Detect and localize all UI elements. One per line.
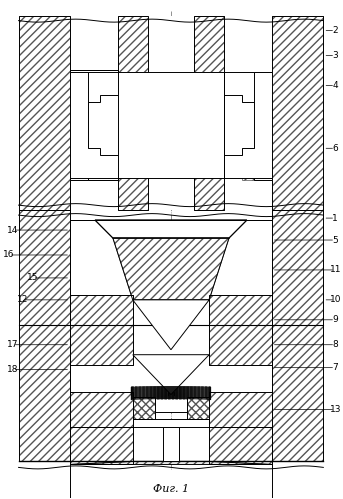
Bar xyxy=(242,148,254,180)
Bar xyxy=(118,72,224,178)
Polygon shape xyxy=(113,238,229,300)
Polygon shape xyxy=(95,220,247,238)
Text: 17: 17 xyxy=(7,340,19,349)
Bar xyxy=(242,72,254,102)
Bar xyxy=(88,72,100,102)
Bar xyxy=(70,72,88,180)
Bar xyxy=(187,397,209,419)
Bar xyxy=(187,397,209,419)
Bar xyxy=(70,220,272,412)
Polygon shape xyxy=(133,355,209,395)
Bar xyxy=(272,210,323,462)
Bar xyxy=(254,72,272,180)
Bar xyxy=(209,427,272,465)
Text: 10: 10 xyxy=(330,295,341,304)
Bar xyxy=(147,15,194,210)
Bar xyxy=(70,427,133,465)
Text: 18: 18 xyxy=(7,365,19,374)
Bar xyxy=(70,392,133,427)
Bar xyxy=(70,392,133,427)
Bar xyxy=(70,427,133,465)
Bar xyxy=(133,419,209,427)
Bar xyxy=(272,15,323,210)
Bar xyxy=(70,295,133,365)
Bar xyxy=(19,15,70,210)
Text: 8: 8 xyxy=(332,340,338,349)
Text: 9: 9 xyxy=(332,315,338,324)
Bar xyxy=(19,210,70,462)
Text: 1: 1 xyxy=(332,214,338,223)
Text: 14: 14 xyxy=(7,226,18,235)
Bar xyxy=(272,15,323,210)
Bar xyxy=(70,220,272,499)
Text: 5: 5 xyxy=(332,236,338,245)
Polygon shape xyxy=(70,72,118,180)
Text: 15: 15 xyxy=(27,273,38,282)
Bar xyxy=(70,295,133,365)
Text: Фиг. 1: Фиг. 1 xyxy=(153,485,189,495)
Text: 4: 4 xyxy=(332,81,338,90)
Bar xyxy=(118,15,147,210)
Bar xyxy=(209,295,272,365)
Bar xyxy=(272,210,323,462)
Bar xyxy=(19,210,70,462)
Polygon shape xyxy=(113,220,229,238)
Text: 3: 3 xyxy=(332,51,338,60)
Text: 12: 12 xyxy=(17,295,28,304)
Text: 6: 6 xyxy=(332,144,338,153)
Polygon shape xyxy=(224,72,272,180)
Bar xyxy=(19,15,70,210)
Text: 2: 2 xyxy=(332,26,338,35)
Bar xyxy=(70,70,118,180)
Bar xyxy=(209,427,272,465)
Text: 7: 7 xyxy=(332,363,338,372)
Polygon shape xyxy=(70,72,118,178)
Bar xyxy=(209,295,272,365)
Bar xyxy=(194,15,224,210)
Text: 16: 16 xyxy=(3,250,14,259)
Polygon shape xyxy=(133,300,209,350)
Bar xyxy=(194,15,224,210)
Bar xyxy=(133,397,155,419)
Text: 11: 11 xyxy=(330,265,341,274)
Bar xyxy=(133,397,155,419)
Bar xyxy=(209,392,272,427)
Bar xyxy=(70,70,118,180)
Bar xyxy=(88,148,100,180)
Bar xyxy=(209,392,272,427)
Polygon shape xyxy=(224,72,272,178)
Bar xyxy=(118,15,147,210)
Text: 13: 13 xyxy=(330,405,341,414)
Bar xyxy=(163,427,179,462)
Polygon shape xyxy=(70,462,272,465)
